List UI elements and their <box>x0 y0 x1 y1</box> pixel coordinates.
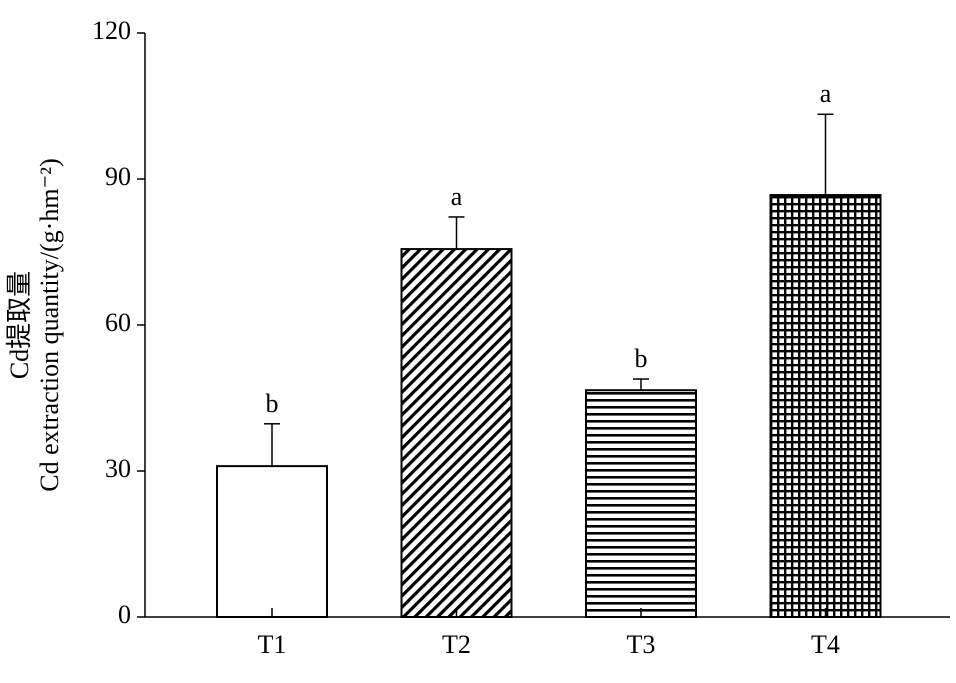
y-tick-label: 120 <box>92 16 131 45</box>
bar <box>769 194 882 618</box>
x-tick-label: T2 <box>442 630 471 659</box>
x-tick-label: T3 <box>627 630 656 659</box>
x-tick-label: T4 <box>811 630 840 659</box>
significance-letter: b <box>635 344 648 373</box>
significance-letter: a <box>451 182 463 211</box>
x-tick-label: T1 <box>258 630 287 659</box>
y-tick-label: 0 <box>118 600 131 629</box>
y-axis-label: Cd提取量 <box>5 271 34 379</box>
y-tick-label: 90 <box>105 162 131 191</box>
bar <box>216 465 328 618</box>
significance-letter: b <box>266 389 279 418</box>
y-axis-label: Cd extraction quantity/(g·hm⁻²) <box>35 158 64 491</box>
significance-letter: a <box>820 79 832 108</box>
y-tick-label: 30 <box>105 454 131 483</box>
bar <box>400 248 513 619</box>
bar <box>585 389 697 619</box>
y-tick-label: 60 <box>105 308 131 337</box>
